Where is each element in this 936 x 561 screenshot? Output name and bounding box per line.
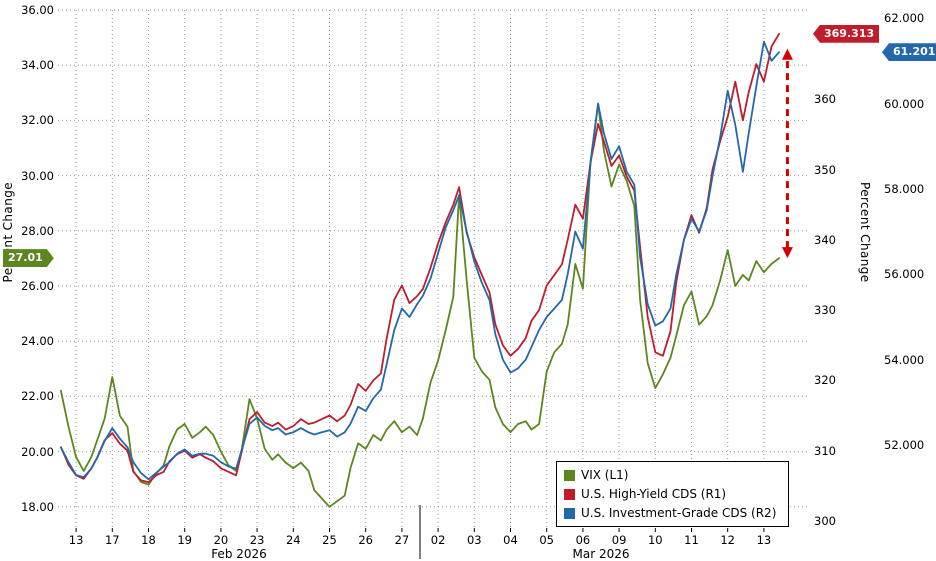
x-axis-tick: 04: [503, 533, 518, 547]
vix-last-value-badge: 27.01: [3, 249, 54, 267]
investment-grade-last-value-badge: 61.201: [882, 43, 936, 62]
series-line-u-s-investment-grade-cds-r2-: [60, 40, 780, 481]
left-axis-tick: 20.00: [21, 444, 54, 459]
x-axis-tick: 18: [141, 533, 156, 547]
right-axis-title: Percent Change: [858, 182, 872, 283]
x-axis-tick: 25: [322, 533, 337, 547]
high-yield-legend-swatch: [564, 488, 575, 500]
left-axis-tick: 18.00: [21, 499, 54, 514]
x-axis-tick: 09: [611, 533, 627, 547]
left-axis-tick: 32.00: [21, 113, 54, 128]
left-axis-tick: 26.00: [21, 278, 54, 293]
x-axis-tick: 03: [466, 533, 482, 547]
legend-item-high-yield-cds: U.S. High-Yield CDS (R1): [564, 486, 776, 502]
right-axis-2-tick: 62.000: [884, 11, 925, 26]
right-axis-2-tick: 54.000: [884, 352, 925, 367]
series-line-vix-l1-: [60, 102, 780, 508]
x-axis-tick: 20: [213, 533, 229, 547]
left-axis-tick: 36.00: [21, 3, 54, 17]
high-yield-last-value-badge: 369.313: [813, 24, 880, 43]
x-axis-tick: 05: [539, 533, 554, 547]
legend-item-vix: VIX (L1): [564, 467, 776, 483]
right-axis-2-tick: 56.000: [884, 267, 925, 282]
right-axis-1-tick: 320: [814, 373, 836, 388]
x-axis-tick: 11: [684, 533, 699, 547]
right-axis-1-tick: 300: [814, 513, 836, 528]
right-axis-1-tick: 310: [814, 443, 836, 458]
right-axis-1-tick: 340: [814, 232, 836, 247]
left-axis-tick: 28.00: [21, 223, 54, 238]
high-yield-legend-label: U.S. High-Yield CDS (R1): [581, 487, 727, 501]
investment-grade-legend-label: U.S. Investment-Grade CDS (R2): [581, 506, 777, 520]
x-axis-tick: 06: [575, 533, 591, 547]
right-axis-2-tick: 52.000: [884, 438, 925, 453]
left-axis-tick: 24.00: [21, 334, 54, 349]
arrow-head-up: [781, 48, 793, 60]
x-axis-tick: 27: [394, 533, 410, 547]
left-axis-tick: 34.00: [21, 58, 54, 73]
x-axis-tick: 13: [756, 533, 772, 547]
vix-legend-swatch: [564, 469, 575, 481]
investment-grade-legend-swatch: [564, 507, 575, 519]
right-axis-1-tick: 330: [814, 303, 836, 318]
x-axis-tick: 19: [177, 533, 192, 547]
x-axis-tick: 02: [430, 533, 446, 547]
x-axis-tick: 10: [647, 533, 663, 547]
legend-item-investment-grade-cds: U.S. Investment-Grade CDS (R2): [564, 505, 776, 521]
month-label: Mar 2026: [572, 547, 630, 561]
x-axis-tick: 17: [104, 533, 120, 547]
x-axis-tick: 12: [720, 533, 735, 547]
left-axis-tick: 30.00: [21, 168, 54, 183]
legend: VIX (L1) U.S. High-Yield CDS (R1) U.S. I…: [556, 461, 790, 527]
arrow-head-down: [781, 247, 793, 259]
right-axis-2-tick: 58.000: [884, 181, 925, 196]
month-label: Feb 2026: [211, 547, 267, 561]
x-axis-tick: 23: [249, 533, 265, 547]
left-axis-tick: 22.00: [21, 389, 54, 404]
right-axis-2-tick: 60.000: [884, 96, 925, 111]
right-axis-1-tick: 350: [814, 162, 836, 177]
x-axis-tick: 13: [68, 533, 84, 547]
vix-legend-label: VIX (L1): [581, 468, 629, 482]
right-axis-1-tick: 360: [814, 92, 836, 107]
series-line-u-s-high-yield-cds-r1-: [60, 32, 780, 484]
x-axis-tick: 24: [285, 533, 301, 547]
x-axis-tick: 26: [358, 533, 373, 547]
